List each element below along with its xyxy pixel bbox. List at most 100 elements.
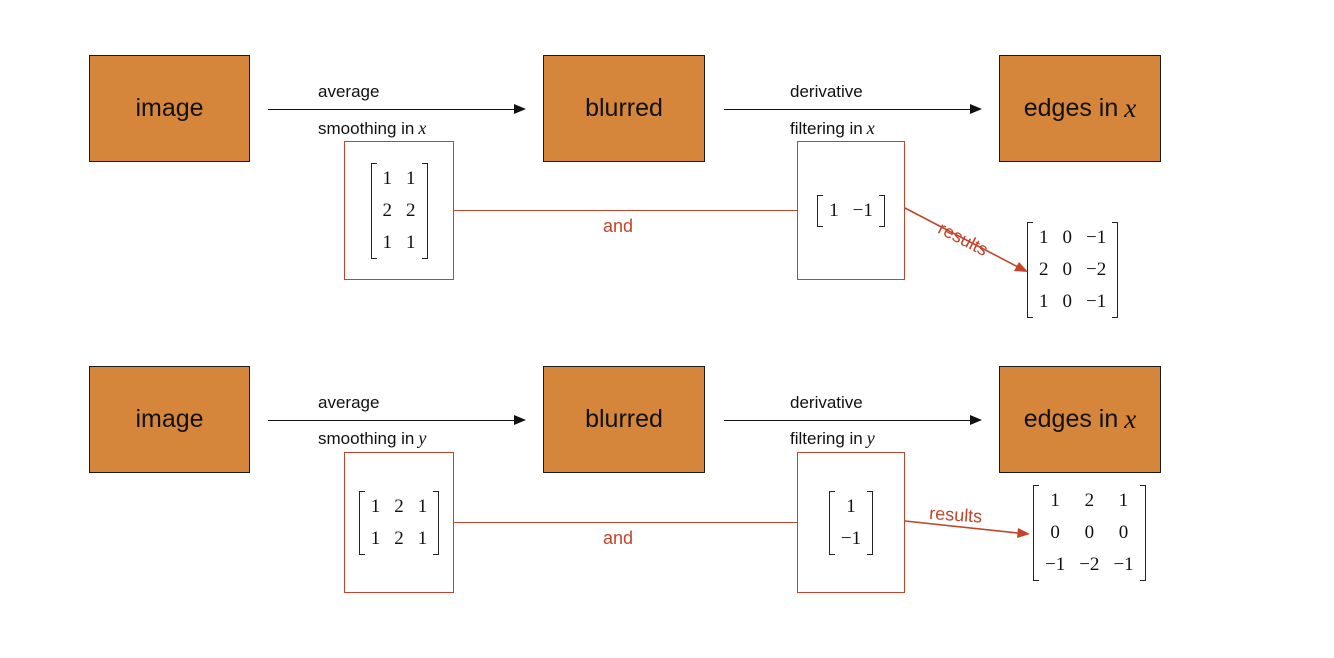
matrix-cell: 2: [406, 199, 416, 221]
derivative-kernel-matrix: 1 −1: [828, 490, 874, 555]
matrix-cell: 1: [406, 167, 416, 189]
matrix-row: −1: [834, 523, 868, 555]
result-kernel-table: 1 2 1 0 0 0 −1 −2 −1: [1038, 485, 1141, 581]
image-box: image: [89, 366, 250, 473]
arrow-line-1: [268, 420, 516, 421]
matrix-row: 1: [834, 491, 868, 523]
and-connector: [454, 210, 798, 211]
arrow-head-1: [514, 104, 526, 114]
matrix-cell: −1: [1045, 554, 1066, 575]
blurred-label: blurred: [585, 405, 663, 433]
arrow-head-2: [970, 104, 982, 114]
matrix-row: 1 0 −1: [1032, 286, 1113, 318]
matrix-cell: 1: [382, 167, 393, 189]
and-label: and: [603, 528, 634, 548]
matrix-cell: 1: [1039, 291, 1049, 312]
image-label: image: [135, 94, 204, 122]
matrix-row: 1 −1: [822, 195, 880, 227]
and-label: and: [603, 216, 634, 236]
edges-label: edges in: [1023, 94, 1119, 122]
matrix-cell: 1: [370, 495, 381, 517]
matrix-cell: 1: [1118, 490, 1129, 511]
matrix-cell: −1: [1113, 554, 1134, 575]
matrix-cell: 0: [1062, 227, 1073, 248]
results-label: results: [934, 218, 992, 260]
step2-var: x: [866, 118, 875, 138]
matrix-cell: 0: [1062, 259, 1073, 280]
matrix-cell: 1: [1050, 490, 1060, 511]
edges-var: x: [1124, 404, 1137, 434]
blurred-box: blurred: [543, 55, 705, 162]
matrix-cell: −1: [852, 199, 873, 221]
derivative-kernel-table: 1 −1: [822, 195, 880, 227]
step1-var: x: [418, 118, 427, 138]
matrix-cell: 2: [1084, 490, 1095, 511]
results-arrow-head-2: [1017, 528, 1030, 538]
step2-var: y: [866, 428, 875, 448]
step2-label-top: derivative: [790, 82, 863, 101]
matrix-cell: 2: [382, 199, 393, 221]
matrix-row: −1 −2 −1: [1038, 549, 1141, 581]
arrow-line-1: [268, 109, 516, 110]
step1-label-top: average: [318, 393, 380, 412]
blurred-box: blurred: [543, 366, 705, 473]
step1-label-top: average: [318, 82, 380, 101]
step1-label-bottom: smoothing in x: [318, 118, 427, 138]
edges-box: edges in x: [999, 55, 1161, 162]
matrix-cell: 1: [370, 527, 381, 549]
derivative-kernel-box: 1 −1: [797, 452, 905, 593]
matrix-cell: −2: [1079, 554, 1100, 575]
derivative-kernel-matrix: 1 −1: [817, 194, 885, 227]
matrix-cell: 0: [1118, 522, 1129, 543]
blurred-label: blurred: [585, 94, 663, 122]
image-label: image: [135, 405, 204, 433]
step2-label-bottom: filtering in y: [790, 428, 875, 448]
result-kernel-table: 1 0 −1 2 0 −2 1 0 −1: [1032, 222, 1113, 318]
matrix-cell: 1: [1039, 227, 1049, 248]
matrix-cell: 1: [417, 495, 428, 517]
arrow-head-1: [514, 415, 526, 425]
edges-box: edges in x: [999, 366, 1161, 473]
matrix-cell: 2: [394, 527, 404, 549]
matrix-row: 2 0 −2: [1032, 254, 1113, 286]
results-arrow-head-1: [1014, 262, 1028, 272]
step2-label-top: derivative: [790, 393, 863, 412]
matrix-cell: 1: [382, 231, 393, 253]
matrix-cell: 0: [1062, 291, 1073, 312]
matrix-cell: 0: [1084, 522, 1095, 543]
result-kernel-matrix: 1 0 −1 2 0 −2 1 0 −1: [1027, 222, 1119, 318]
step1-label-bottom: smoothing in y: [318, 428, 427, 448]
matrix-cell: 0: [1050, 522, 1060, 543]
matrix-cell: 2: [394, 495, 404, 517]
matrix-cell: 1: [406, 231, 416, 253]
matrix-cell: −1: [1086, 227, 1107, 248]
results-label: results: [928, 503, 983, 527]
matrix-row: 0 0 0: [1038, 517, 1141, 549]
result-kernel-matrix: 1 2 1 0 0 0 −1 −2 −1: [1033, 485, 1146, 581]
matrix-cell: −1: [1086, 291, 1107, 312]
matrix-row: 1 2 1: [1038, 485, 1141, 517]
and-connector: [454, 522, 798, 523]
matrix-cell: −1: [840, 527, 862, 549]
image-box: image: [89, 55, 250, 162]
arrow-line-2: [724, 420, 972, 421]
derivative-kernel-table: 1 −1: [834, 491, 868, 555]
matrix-cell: −2: [1086, 259, 1107, 280]
edges-var: x: [1124, 93, 1137, 123]
matrix-row: 1 0 −1: [1032, 222, 1113, 254]
matrix-cell: 2: [1039, 259, 1049, 280]
arrow-line-2: [724, 109, 972, 110]
derivative-kernel-box: 1 −1: [797, 141, 905, 280]
step1-var: y: [418, 428, 427, 448]
